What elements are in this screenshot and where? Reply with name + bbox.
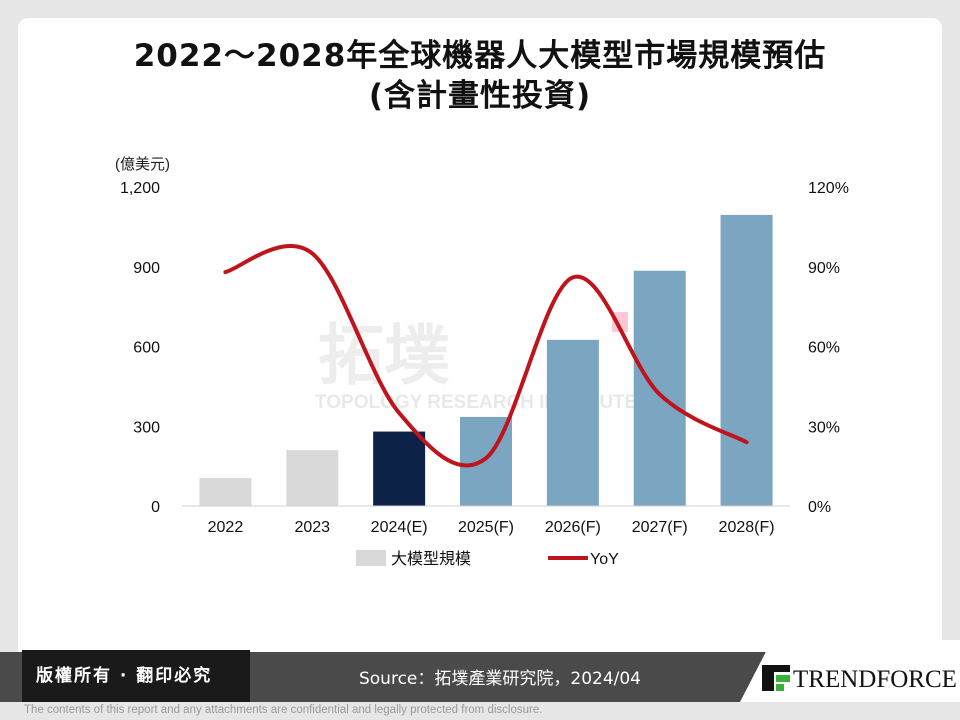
trendforce-logo-text: TRENDFORCE [793,666,957,693]
x-tick-label: 2025(F) [458,519,514,536]
x-tick-label: 2022 [208,519,244,536]
y-left-tick-label: 900 [133,260,160,277]
x-tick-label: 2024(E) [371,519,428,536]
watermark-cn: 拓墣 [318,317,450,394]
y-right-tick-label: 0% [808,499,831,516]
yoy-line [223,244,749,468]
x-tick-label: 2027(F) [632,519,688,536]
legend-bar-swatch [356,550,386,566]
source-note: Source：拓墣產業研究院，2024/04 [358,669,641,689]
y-right-tick-label: 90% [808,260,840,277]
y-left-tick-label: 1,200 [120,180,160,197]
y-left-tick-label: 600 [133,340,160,357]
y-left-tick-label: 0 [151,499,160,516]
disclaimer: The contents of this report and any atta… [24,704,543,716]
bar-2024(E) [373,431,426,506]
bar-2026(F) [546,339,599,506]
y-right-tick-label: 30% [808,419,840,436]
y-left-tick-label: 300 [133,419,160,436]
y-right-tick-label: 60% [808,340,840,357]
chart-title-line2: (含計畫性投資) [368,78,592,114]
copyright-notice: 版權所有 · 翻印必究 [22,650,250,702]
bar-2023 [286,450,339,506]
legend-bar-label: 大模型規模 [391,549,471,568]
legend-line-label: YoY [590,551,619,568]
x-tick-label: 2028(F) [719,519,775,536]
chart-card [18,18,942,690]
bar-2022 [199,478,252,506]
y-right-tick-label: 120% [808,180,849,197]
y-left-axis-label: (億美元) [115,156,170,173]
trendforce-logo-icon [762,665,790,691]
watermark-mark [612,312,628,332]
bar-2027(F) [633,270,686,506]
bar-2028(F) [720,214,773,506]
chart-title-line1: 2022～2028年全球機器人大模型市場規模預估 [133,38,827,74]
x-tick-label: 2026(F) [545,519,601,536]
x-tick-label: 2023 [294,519,330,536]
